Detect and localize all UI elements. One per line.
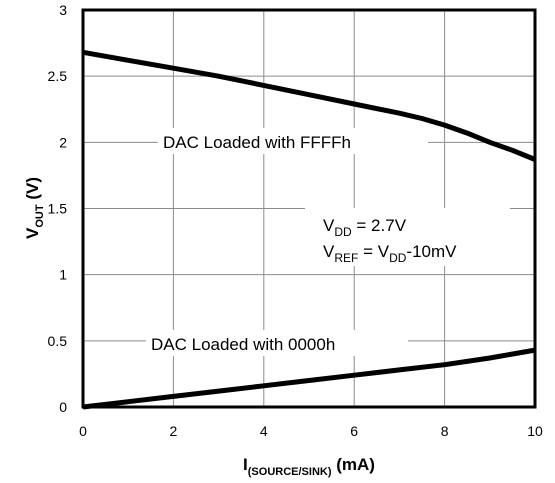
y-tick-label: 0.5 (48, 333, 68, 349)
y-tick-label: 0 (59, 399, 67, 415)
annotation-vdd: VDD = 2.7V (323, 216, 407, 239)
y-tick-label: 2.5 (48, 68, 68, 84)
label-bg-0000h (146, 330, 408, 356)
series-lines (82, 49, 536, 410)
label-0000h: DAC Loaded with 0000h (151, 335, 335, 354)
annotation-bg (305, 208, 510, 266)
x-tick-label: 2 (170, 423, 178, 439)
x-tick-label: 8 (441, 423, 449, 439)
y-tick-label: 3 (59, 2, 67, 18)
series-line-0000h (82, 347, 536, 410)
y-tick-label: 1 (59, 267, 67, 283)
y-tick-label: 1.5 (48, 201, 68, 217)
x-tick-label: 6 (350, 423, 358, 439)
annotation-vref: VREF = VDD-10mV (323, 242, 457, 265)
x-axis-title: I(SOURCE/SINK) (mA) (243, 455, 375, 478)
plot-frame (81, 8, 537, 409)
x-tick-label: 0 (79, 423, 87, 439)
x-tick-labels: 0 2 4 6 8 10 (79, 423, 543, 439)
label-bg-ffffh (158, 128, 428, 154)
x-tick-label: 10 (527, 423, 543, 439)
y-axis-title: VOUT (V) (23, 177, 46, 239)
x-tick-label: 4 (260, 423, 268, 439)
y-tick-labels: 0 0.5 1 1.5 2 2.5 3 (48, 2, 68, 415)
label-ffffh: DAC Loaded with FFFFh (163, 133, 351, 152)
series-line-ffffh (82, 49, 536, 162)
y-tick-label: 2 (59, 134, 67, 150)
